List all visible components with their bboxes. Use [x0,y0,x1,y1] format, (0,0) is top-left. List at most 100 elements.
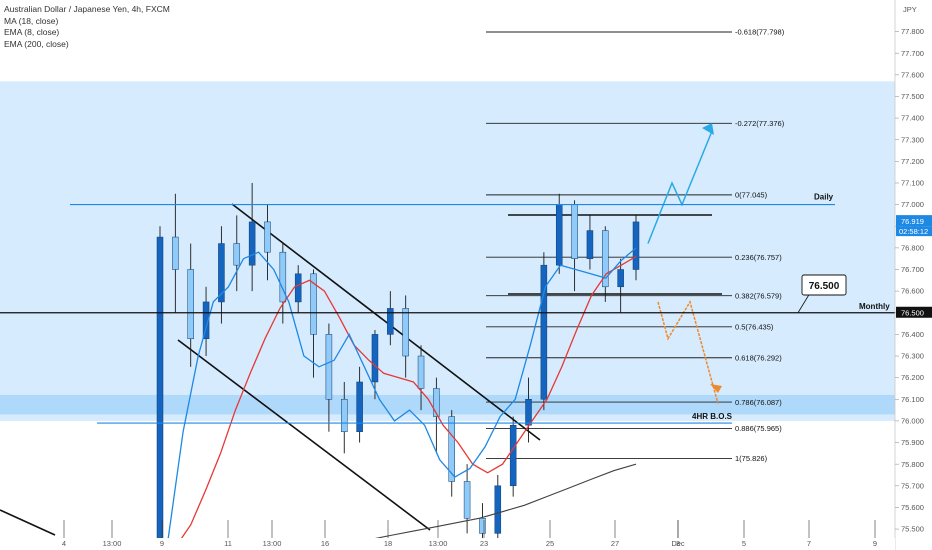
candle-body [279,251,287,303]
candle-body [494,485,502,534]
daily-level-label: Daily [814,193,834,202]
level-price-text: 76.500 [901,308,924,317]
time-tick-label: 5 [742,539,746,548]
price-tick-label: 76.400 [901,330,924,339]
price-tick-label: 75.900 [901,438,924,447]
current-price-tag [896,215,932,227]
time-axis-bg [0,538,895,550]
fib-level-label: 0.618(76.292) [735,353,782,362]
price-tick-label: 76.200 [901,373,924,382]
candle-body [632,221,640,270]
price-tick-label: 75.700 [901,481,924,490]
candle-body [202,301,210,339]
price-tick-label: 77.600 [901,70,924,79]
candle-body [479,517,486,534]
price-tick-label: 77.000 [901,200,924,209]
time-tick-label: 13:00 [429,539,448,548]
time-tick-label: 3 [676,539,680,548]
candle-body [310,273,317,335]
candle-body [555,204,563,266]
price-tick-label: 76.800 [901,243,924,252]
price-tick-label: 76.700 [901,265,924,274]
indicator-ema200-label: EMA (200, close) [4,38,69,49]
trendline-left [0,509,56,536]
time-tick-label: 7 [807,539,811,548]
candle-body [571,204,578,259]
time-tick-label: 16 [321,539,329,548]
bos-zone [0,394,895,415]
candle-body [433,388,440,417]
countdown-text: 02:58:12 [899,227,928,236]
price-tick-label: 76.300 [901,352,924,361]
time-tick-label: 13:00 [263,539,282,548]
channel-lower-line [177,339,431,531]
price-tick-label: 75.800 [901,460,924,469]
indicator-ema8-label: EMA (8, close) [4,27,60,37]
currency-label: JPY [903,5,917,14]
callout-text: 76.500 [809,281,840,292]
price-tick-label: 76.600 [901,287,924,296]
price-axis-bg [895,0,932,550]
candle-body [371,334,379,383]
candle-body [187,269,194,339]
time-tick-label: 18 [384,539,392,548]
bos-label: 4HR B.O.S [692,412,733,421]
candle-body [463,481,471,519]
candle-body [509,424,517,487]
candle-body [233,243,241,266]
time-tick-label: 23 [480,539,488,548]
fib-level-label: 1(75.826) [735,454,768,463]
time-tick-label: 13:00 [103,539,122,548]
candle-body [602,230,609,288]
candles [156,182,640,547]
price-tick-label: 75.600 [901,503,924,512]
candle-body [341,399,348,432]
monthly-level-label: Monthly [859,302,890,311]
price-tick-label: 75.500 [901,525,924,534]
price-tick-label: 76.100 [901,395,924,404]
candle-body [402,308,409,357]
fib-level-label: 0.5(76.435) [735,323,774,332]
time-tick-label: 9 [160,539,164,548]
countdown-tag [896,226,932,237]
symbol-title: Australian Dollar / Japanese Yen, 4h, FX… [4,4,170,14]
candle-body [617,269,624,288]
price-tick-label: 77.400 [901,114,924,123]
candle-body [586,230,594,259]
candle-body [325,334,333,400]
channel-upper-line [231,203,541,441]
candle-body [248,221,256,266]
time-tick-label: 27 [611,539,619,548]
candle-body [356,381,363,432]
ma18-line [175,255,637,547]
price-tick-label: 76.000 [901,417,924,426]
candle-body [448,416,455,482]
price-tick-label: 77.100 [901,179,924,188]
time-tick-label: 11 [224,539,232,548]
chart-legend: Australian Dollar / Japanese Yen, 4h, FX… [4,4,170,50]
time-tick-label: 9 [873,539,877,548]
ema200-line [367,463,637,541]
bullish-projection-arrowhead [702,123,714,135]
ema8-line [167,247,637,540]
supply-demand-zone [0,81,895,421]
time-tick-label: Dec [671,539,685,548]
time-tick-label: 25 [546,539,554,548]
candle-body [156,236,164,541]
fib-level-label: 0.886(75.965) [735,424,782,433]
candle-body [417,355,425,389]
fib-level-label: 0.382(76.579) [735,291,782,300]
candle-body [540,264,548,400]
candle-body [294,273,302,303]
time-tick-label: 4 [62,539,66,548]
candle-body [264,221,271,253]
candle-body [218,243,225,303]
price-tick-label: 77.500 [901,92,924,101]
fib-level-label: 0(77.045) [735,191,768,200]
level-price-tag [896,306,932,318]
indicator-ma18-label: MA (18, close) [4,15,59,26]
fib-level-label: 0.236(76.757) [735,253,782,262]
price-tick-label: 77.300 [901,135,924,144]
